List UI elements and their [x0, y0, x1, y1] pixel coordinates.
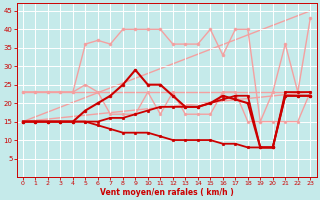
- X-axis label: Vent moyen/en rafales ( km/h ): Vent moyen/en rafales ( km/h ): [100, 188, 234, 197]
